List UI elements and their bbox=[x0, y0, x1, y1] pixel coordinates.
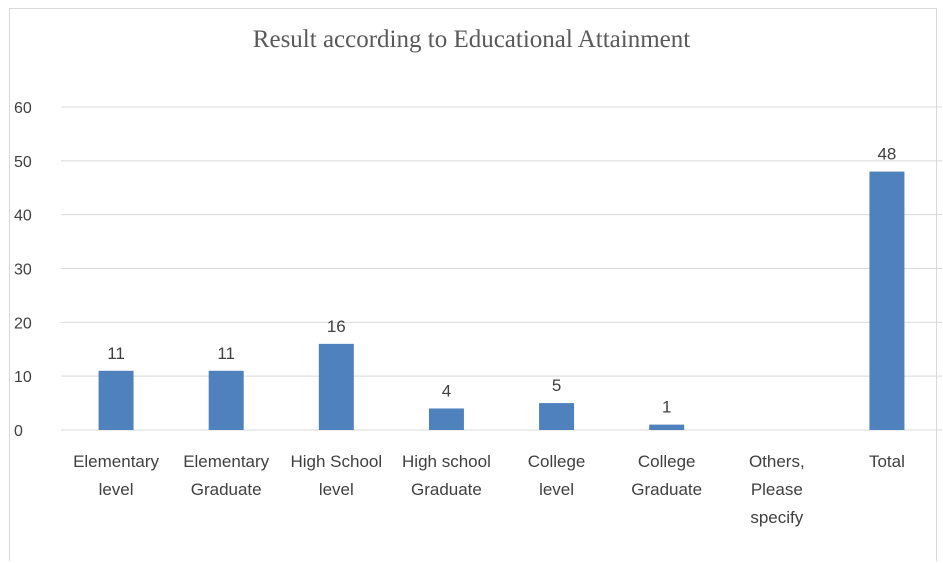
data-labels: 11 11 16 4 5 1 48 bbox=[107, 145, 896, 417]
x-category-label: Others, bbox=[749, 452, 805, 471]
x-category-label: College bbox=[638, 452, 696, 471]
bar bbox=[649, 424, 685, 430]
y-tick-label: 50 bbox=[14, 154, 32, 171]
x-category-label: High School bbox=[290, 452, 382, 471]
x-category-label: specify bbox=[750, 508, 803, 527]
y-tick-label: 0 bbox=[14, 423, 23, 440]
bars bbox=[98, 171, 905, 430]
x-category-label: Elementary bbox=[183, 452, 269, 471]
bar bbox=[869, 171, 905, 430]
chart-frame bbox=[9, 8, 937, 561]
x-category-label: Total bbox=[869, 452, 905, 471]
data-label: 5 bbox=[552, 376, 561, 395]
bar bbox=[98, 370, 134, 430]
y-tick-label: 20 bbox=[14, 315, 32, 332]
bar bbox=[318, 343, 354, 430]
gridlines bbox=[61, 106, 942, 431]
x-category-label: Please bbox=[751, 480, 803, 499]
data-label: 1 bbox=[662, 398, 671, 417]
x-category-label: Graduate bbox=[411, 480, 482, 499]
x-axis-categories: Elementary level Elementary Graduate High Sc… bbox=[73, 452, 905, 527]
data-label: 11 bbox=[107, 344, 125, 363]
y-axis-ticks: 0 10 20 30 40 50 60 bbox=[14, 100, 32, 440]
y-tick-label: 10 bbox=[14, 369, 32, 386]
x-category-label: Graduate bbox=[631, 480, 702, 499]
x-category-label: level bbox=[539, 480, 574, 499]
bar bbox=[428, 408, 464, 430]
x-category-label: level bbox=[319, 480, 354, 499]
y-tick-label: 40 bbox=[14, 208, 32, 225]
data-label: 16 bbox=[327, 317, 346, 336]
chart-title: Result according to Educational Attainme… bbox=[252, 26, 691, 53]
data-label: 11 bbox=[217, 344, 235, 363]
x-category-label: College bbox=[528, 452, 586, 471]
bar bbox=[208, 370, 244, 430]
x-category-label: Graduate bbox=[191, 480, 262, 499]
data-label: 4 bbox=[442, 381, 451, 400]
y-tick-label: 30 bbox=[14, 262, 32, 279]
x-category-label: High school bbox=[402, 452, 491, 471]
data-label: 48 bbox=[877, 145, 896, 164]
bar bbox=[539, 403, 575, 430]
x-category-label: Elementary bbox=[73, 452, 159, 471]
y-tick-label: 60 bbox=[14, 100, 32, 117]
x-category-label: level bbox=[99, 480, 134, 499]
